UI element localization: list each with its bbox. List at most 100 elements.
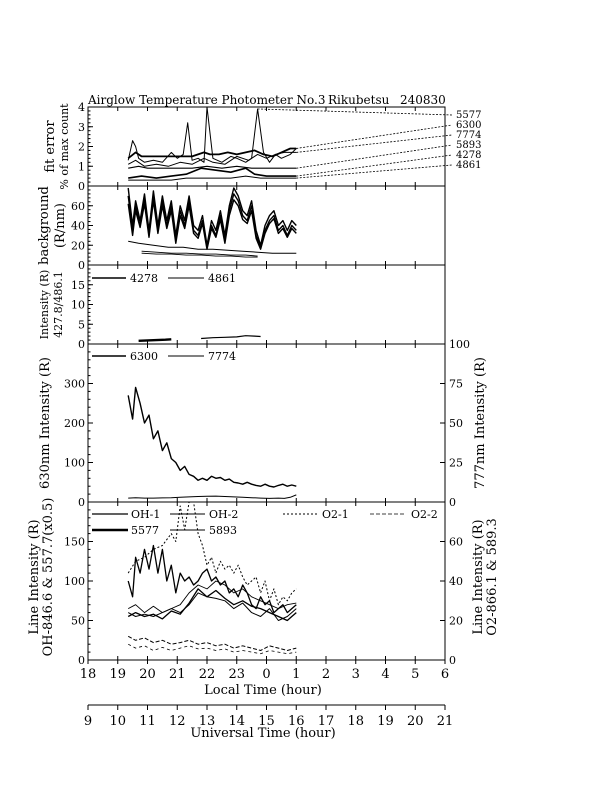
legend-label-OH-1: OH-1 — [131, 508, 160, 521]
y-tick-label-fit: 2 — [78, 141, 85, 154]
panel-frame-fit — [87, 106, 446, 187]
y-tick-label-red: 300 — [64, 378, 85, 391]
series-group-blue — [138, 335, 261, 342]
right-label-red: 777nm Intensity (R) — [473, 357, 488, 489]
universal-tick-label: 15 — [258, 714, 275, 729]
universal-tick-label: 10 — [109, 714, 126, 729]
legend-label-O2-1: O2-1 — [322, 508, 349, 521]
y-tick-label-blue: 10 — [71, 299, 85, 312]
legend-label-4861: 4861 — [208, 272, 236, 285]
local-tick-label: 23 — [228, 667, 245, 682]
panel-blue: 0 5 10 15 Intensity (R) 427.8/486.1 4278 4861 — [38, 264, 446, 351]
series-line-oh-7 — [128, 643, 297, 655]
y-tick-label-oh: 100 — [64, 575, 85, 588]
right-tick-label-red: 0 — [449, 496, 456, 509]
local-tick-label: 22 — [199, 667, 216, 682]
y-tick-label-oh: 50 — [71, 615, 85, 628]
universal-tick-label: 14 — [228, 714, 245, 729]
y-tick-label-bg: 60 — [71, 200, 85, 213]
fit-leader-4278 — [296, 154, 453, 177]
series-line-fit-1 — [127, 107, 297, 163]
series-line-bg-3 — [127, 199, 297, 250]
fit-right-label-4278: 4278 — [456, 150, 481, 161]
universal-tick-label: 17 — [318, 714, 335, 729]
universal-tick-label: 20 — [407, 714, 424, 729]
series-line-fit-6 — [128, 175, 297, 181]
y-tick-label-fit: 0 — [78, 180, 85, 193]
y-label-fit-2: % of max count — [58, 103, 71, 190]
y-tick-label-blue: 5 — [78, 318, 85, 331]
universal-tick-label: 18 — [347, 714, 364, 729]
local-tick-label: 4 — [381, 667, 389, 682]
series-line-oh-3 — [127, 588, 297, 622]
universal-tick-label: 9 — [84, 714, 92, 729]
universal-tick-label: 13 — [199, 714, 216, 729]
universal-tick-label: 16 — [288, 714, 305, 729]
series-group-oh — [127, 502, 297, 655]
series-line-fit-4 — [128, 165, 297, 169]
right-tick-label-oh: 60 — [449, 536, 463, 549]
panel-bg: 0 20 40 60 background (R/nm) — [37, 185, 446, 272]
right-tick-label-oh: 20 — [449, 615, 463, 628]
fit-leader-6300 — [296, 124, 453, 149]
legend-label-5893: 5893 — [209, 524, 237, 537]
universal-tick-label: 11 — [139, 714, 156, 729]
local-time-label: Local Time (hour) — [204, 683, 322, 698]
local-tick-label: 19 — [109, 667, 126, 682]
legend-label-4278: 4278 — [130, 272, 158, 285]
series-line-red-2 — [128, 494, 297, 499]
local-tick-label: 0 — [262, 667, 270, 682]
legend-label-OH-2: OH-2 — [209, 508, 238, 521]
right-tick-label-oh: 0 — [449, 654, 456, 667]
series-group-bg — [127, 187, 297, 258]
local-tick-label: 18 — [80, 667, 97, 682]
series-line-oh-1 — [127, 544, 297, 614]
y-tick-label-fit: 1 — [78, 160, 85, 173]
y-label-bg: background — [37, 186, 52, 265]
series-group-red — [127, 386, 297, 499]
fit-right-label-4861: 4861 — [456, 160, 481, 171]
station-name: Rikubetsu — [328, 93, 390, 107]
y-label-oh: OH-846.6 & 557.7(x0.5) — [41, 498, 56, 657]
y-tick-label-fit: 3 — [78, 121, 85, 134]
right-label-oh: O2-866.1 & 589.3 — [485, 518, 500, 636]
y-label-oh-2: Line Intensity (R) — [27, 519, 42, 634]
y-tick-label-blue: 0 — [78, 338, 85, 351]
y-tick-label-red: 200 — [64, 417, 85, 430]
fit-leader-7774 — [296, 134, 453, 153]
fit-right-label-6300: 6300 — [456, 120, 481, 131]
right-tick-label-red: 100 — [449, 338, 470, 351]
chart-title-group: Airglow Temperature Photometer No.3 Riku… — [87, 93, 446, 107]
panel-fit: 0 1 2 3 4 fit error% of max count 557763007774… — [43, 101, 481, 193]
local-tick-label: 6 — [441, 667, 449, 682]
series-group-fit — [127, 107, 297, 181]
series-line-fit-3 — [127, 151, 297, 167]
series-line-oh-4 — [127, 592, 297, 621]
universal-tick-label: 12 — [169, 714, 186, 729]
fit-leader-4861 — [296, 164, 453, 179]
series-line-oh-2 — [127, 580, 297, 614]
y-label-blue: Intensity (R) — [38, 270, 51, 340]
legend-label-O2-2: O2-2 — [411, 508, 438, 521]
local-tick-label: 5 — [411, 667, 419, 682]
local-tick-label: 20 — [139, 667, 156, 682]
fit-right-label-7774: 7774 — [456, 130, 481, 141]
series-line-bg-6 — [141, 252, 258, 258]
legend-label-5577: 5577 — [131, 524, 159, 537]
series-line-oh-6 — [127, 635, 297, 651]
y-tick-label-bg: 20 — [71, 239, 85, 252]
series-line-fit-2 — [127, 147, 297, 160]
y-tick-label-oh: 0 — [78, 654, 85, 667]
series-line-red-1 — [127, 386, 297, 488]
universal-tick-label: 21 — [437, 714, 454, 729]
y-tick-label-bg: 40 — [71, 220, 85, 233]
y-tick-label-blue: 15 — [71, 279, 85, 292]
right-tick-label-red: 75 — [449, 378, 463, 391]
right-tick-label-red: 25 — [449, 457, 463, 470]
panel-frame-red — [87, 343, 446, 503]
right-tick-label-red: 50 — [449, 417, 463, 430]
series-line-blue-1 — [138, 338, 172, 342]
fit-right-label-5893: 5893 — [456, 140, 481, 151]
